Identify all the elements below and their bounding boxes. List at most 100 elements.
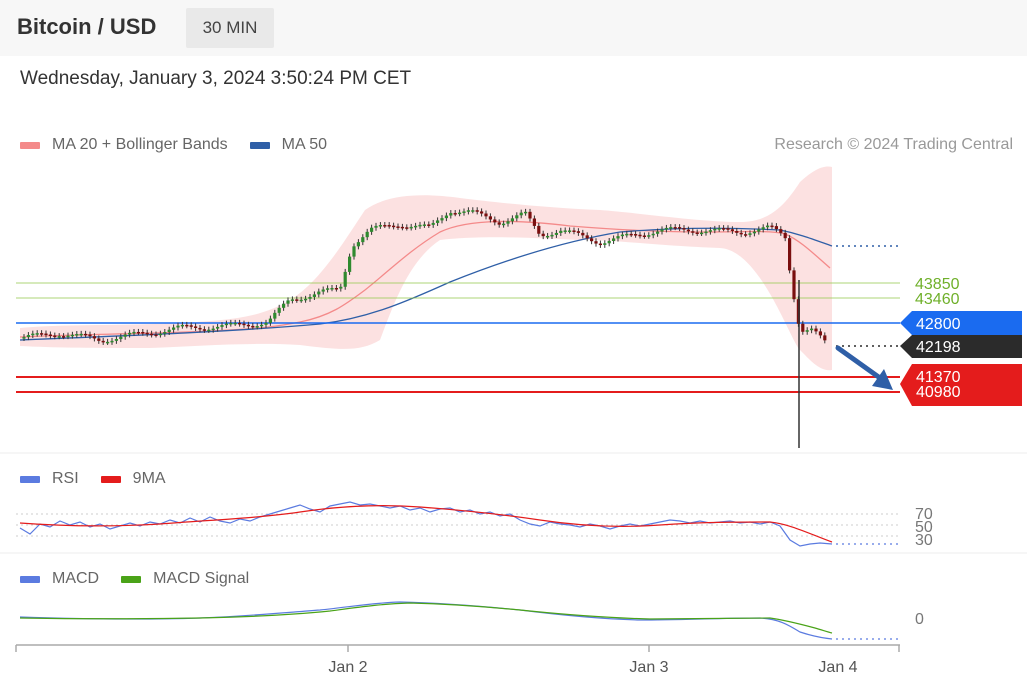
candle-up: [515, 215, 519, 219]
candle-up: [550, 234, 554, 237]
candle-up: [119, 336, 123, 340]
macd-signal-legend-swatch: [121, 575, 142, 583]
candle-down: [585, 235, 589, 239]
candle-up: [167, 329, 171, 333]
rsi-legend: RSI 9MA: [20, 470, 188, 488]
rsi-line: [19, 501, 833, 547]
candle-down: [673, 227, 677, 229]
candle-up: [75, 334, 79, 336]
candle-down: [88, 334, 92, 337]
rsi-9ma-line: [19, 505, 833, 543]
candle-up: [546, 235, 550, 238]
candle-down: [598, 243, 602, 246]
candle-up: [761, 227, 765, 230]
macd-tick-0: 0: [915, 611, 924, 628]
chart-header: [0, 0, 1027, 56]
candle-down: [581, 232, 585, 236]
candle-up: [114, 339, 118, 341]
candle-up: [57, 336, 61, 338]
candle-up: [449, 213, 453, 216]
candle-up: [317, 291, 321, 295]
candle-up: [462, 211, 466, 213]
candle-up: [233, 322, 237, 325]
candle-up: [651, 233, 655, 236]
candle-down: [92, 336, 96, 339]
candle-down: [383, 225, 387, 227]
timeframe-button[interactable]: 30 MIN: [186, 8, 274, 48]
candle-up: [414, 225, 418, 228]
rsi-tick-30: 30: [915, 532, 933, 549]
rsi-tick-50: 50: [915, 519, 933, 536]
candle-down: [576, 231, 580, 233]
rsi-legend-swatch: [20, 475, 40, 483]
candle-up: [220, 325, 224, 327]
candle-up: [625, 233, 629, 236]
ma50-line: [19, 227, 833, 341]
candle-up: [207, 329, 211, 332]
candle-down: [691, 231, 695, 233]
candle-up: [752, 231, 756, 234]
macd-signal-line: [19, 602, 833, 634]
current-price-tag: 42198: [900, 335, 1022, 358]
candle-up: [255, 326, 259, 328]
candle-up: [343, 271, 347, 287]
candle-up: [519, 212, 523, 216]
candle-up: [70, 334, 74, 337]
candle-up: [290, 299, 294, 301]
candle-up: [656, 231, 660, 234]
candle-down: [198, 327, 202, 330]
candle-up: [418, 224, 422, 227]
candle-up: [436, 220, 440, 223]
candle-up: [216, 326, 220, 329]
candle-up: [180, 324, 184, 327]
candle-down: [396, 226, 400, 228]
x-tick-label-jan2: Jan 2: [328, 659, 367, 676]
candle-down: [726, 228, 730, 230]
candle-up: [700, 232, 704, 235]
candle-down: [638, 234, 642, 237]
bollinger-band: [20, 166, 832, 371]
candle-up: [321, 289, 325, 292]
candle-up: [444, 215, 448, 219]
candle-up: [352, 246, 356, 257]
candle-up: [211, 328, 215, 331]
resistance-label-2: 43460: [915, 291, 960, 308]
trend-arrow-icon: [835, 345, 893, 390]
candle-down: [44, 333, 48, 336]
candle-up: [286, 300, 290, 304]
candle-down: [194, 326, 198, 328]
candle-up: [805, 330, 809, 332]
candle-up: [664, 227, 668, 230]
candle-up: [31, 333, 35, 336]
candle-up: [312, 294, 316, 297]
candle-up: [66, 335, 70, 338]
instrument-title: Bitcoin / USD: [17, 14, 157, 39]
candle-up: [79, 333, 83, 336]
candle-down: [823, 335, 827, 341]
candle-up: [172, 327, 176, 330]
candle-up: [110, 340, 114, 343]
candle-up: [810, 328, 814, 331]
candle-down: [634, 234, 638, 236]
candle-down: [136, 331, 140, 334]
candle-up: [704, 231, 708, 234]
candle-down: [246, 324, 250, 327]
candle-up: [356, 242, 360, 247]
candle-down: [788, 238, 792, 271]
candle-up: [607, 240, 611, 244]
candle-up: [374, 225, 378, 228]
candle-down: [735, 230, 739, 233]
candle-down: [532, 218, 536, 226]
candle-up: [766, 225, 770, 228]
candle-up: [260, 324, 264, 327]
candle-down: [783, 232, 787, 239]
candle-up: [524, 211, 528, 214]
candle-down: [334, 288, 338, 290]
x-tick-label-jan4: Jan 4: [818, 659, 857, 676]
candle-up: [669, 227, 673, 229]
candle-down: [488, 216, 492, 220]
candle-down: [541, 233, 545, 237]
candle-up: [22, 337, 26, 339]
candle-down: [572, 230, 576, 232]
